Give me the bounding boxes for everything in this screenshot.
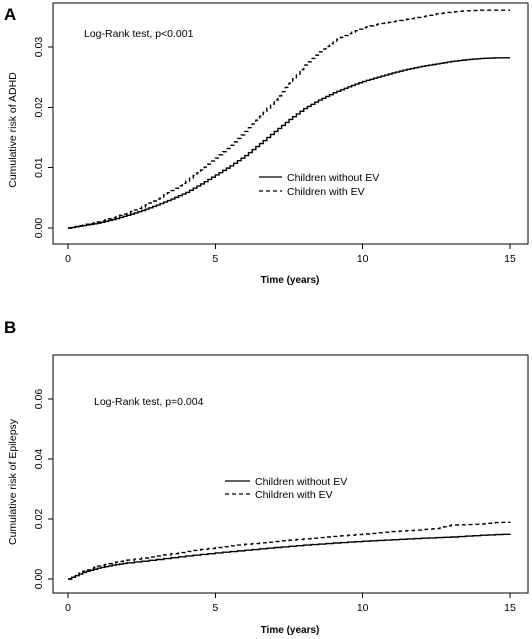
legend-label-with-ev: Children with EV — [255, 489, 333, 501]
x-axis-title: Time (years) — [261, 625, 320, 636]
series-line-without-ev — [68, 533, 511, 580]
panel-letter: A — [4, 5, 16, 24]
panel-a: A Log-Rank test, p<0.001 Cumulative risk… — [4, 2, 529, 286]
legend-label-without-ev: Children without EV — [287, 172, 379, 184]
x-tick-label: 0 — [65, 602, 71, 614]
y-tick-label: 0.02 — [33, 509, 45, 530]
y-tick-label: 0.06 — [33, 389, 45, 410]
log-rank-annotation: Log-Rank test, p<0.001 — [84, 28, 194, 40]
series-lines — [68, 9, 510, 229]
x-tick-label: 10 — [357, 253, 369, 265]
x-tick-label: 5 — [212, 602, 218, 614]
y-axis-title: Cumulative risk of ADHD — [7, 72, 19, 188]
x-tick-label: 15 — [504, 602, 516, 614]
series-line-with-ev — [68, 9, 510, 229]
series-line-without-ev — [68, 57, 510, 229]
legend: Children without EV Children with EV — [259, 172, 379, 198]
plot-frame — [52, 354, 529, 594]
series-line-with-ev — [68, 521, 511, 580]
axis-ticks: 0 5 10 15 0.00 0.01 0.02 0.03 — [33, 37, 516, 265]
y-tick-label: 0.03 — [33, 37, 45, 58]
x-axis-title: Time (years) — [261, 275, 320, 286]
y-tick-label: 0.01 — [33, 157, 45, 178]
axis-ticks: 0 5 10 15 0.00 0.02 0.04 0.06 — [33, 389, 516, 614]
x-tick-label: 0 — [65, 253, 71, 265]
y-tick-label: 0.00 — [33, 569, 45, 590]
legend: Children without EV Children with EV — [225, 476, 347, 501]
y-tick-label: 0.02 — [33, 97, 45, 118]
series-lines — [68, 521, 511, 580]
panel-b: B Log-Rank test, p=0.004 Cumulative risk… — [4, 318, 529, 636]
x-tick-label: 5 — [212, 253, 218, 265]
y-tick-label: 0.00 — [33, 218, 45, 239]
x-tick-label: 15 — [504, 253, 516, 265]
log-rank-annotation: Log-Rank test, p=0.004 — [94, 396, 204, 408]
legend-label-with-ev: Children with EV — [287, 186, 365, 198]
y-tick-label: 0.04 — [33, 449, 45, 470]
legend-label-without-ev: Children without EV — [255, 476, 347, 488]
x-tick-label: 10 — [357, 602, 369, 614]
y-axis-title: Cumulative risk of Epilepsy — [7, 418, 19, 545]
plot-frame — [52, 2, 529, 245]
panel-letter: B — [4, 318, 16, 337]
